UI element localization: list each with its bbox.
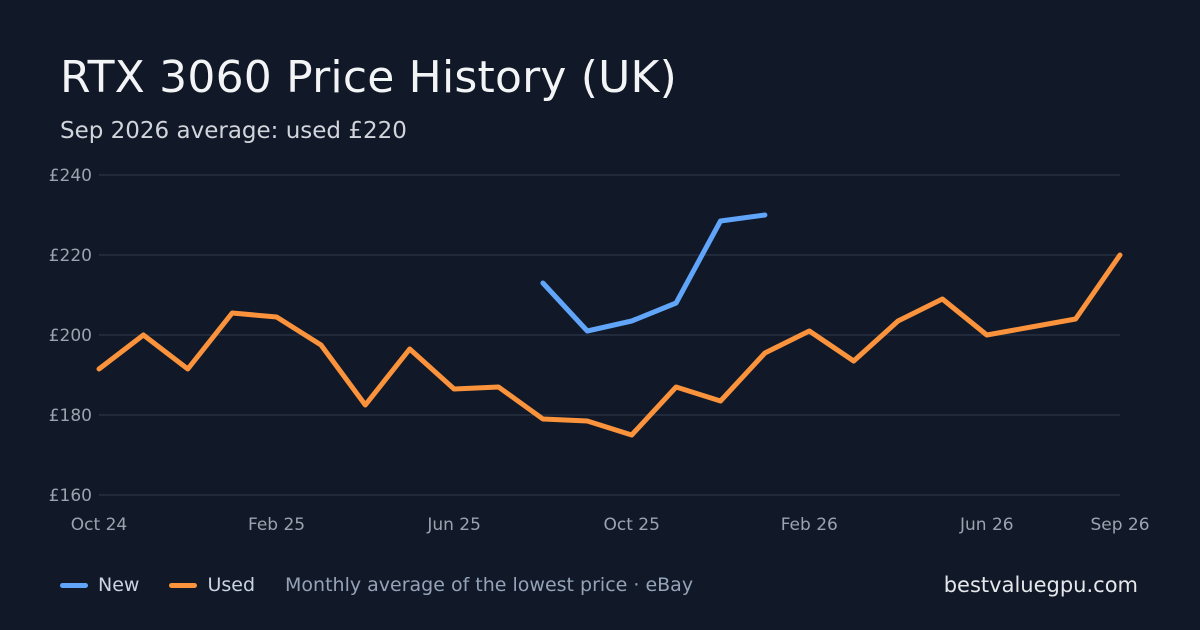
y-axis-ticks: £240 £220 £200 £180 £160 [49,166,92,506]
y-tick-label: £220 [49,246,92,266]
x-tick-label: Jun 26 [959,515,1014,535]
legend-swatch-new [60,582,88,588]
y-tick-label: £240 [49,166,92,186]
x-tick-label: Sep 26 [1090,515,1149,535]
legend-swatch-used [169,582,198,588]
chart-subtitle: Sep 2026 average: used £220 [60,118,407,144]
x-tick-label: Feb 25 [248,515,305,535]
x-tick-label: Oct 25 [603,515,659,535]
grid-lines [99,174,1120,496]
legend-label-new: New [98,574,140,596]
series-line-used [96,252,1123,438]
legend-item-new: New [60,574,139,596]
source-note: Monthly average of the lowest price · eB… [285,574,694,596]
legend-item-used: Used [169,574,255,596]
x-tick-label: Jun 25 [426,515,481,535]
y-tick-label: £160 [49,486,92,506]
legend-label-used: Used [207,574,256,596]
x-tick-label: Oct 24 [71,515,127,535]
y-tick-label: £180 [49,406,92,426]
site-name: bestvaluegpu.com [943,573,1138,597]
series-lines [96,212,1123,438]
chart-title: RTX 3060 Price History (UK) [60,52,677,103]
y-tick-label: £200 [49,326,92,346]
x-axis-ticks: Oct 24 Feb 25 Jun 25 Oct 25 Feb 26 Jun 26 Sep … [71,515,1150,535]
legend: New Used Monthly average of the lowest p… [60,574,693,596]
series-line-new [540,212,768,334]
x-tick-label: Feb 26 [781,515,838,535]
